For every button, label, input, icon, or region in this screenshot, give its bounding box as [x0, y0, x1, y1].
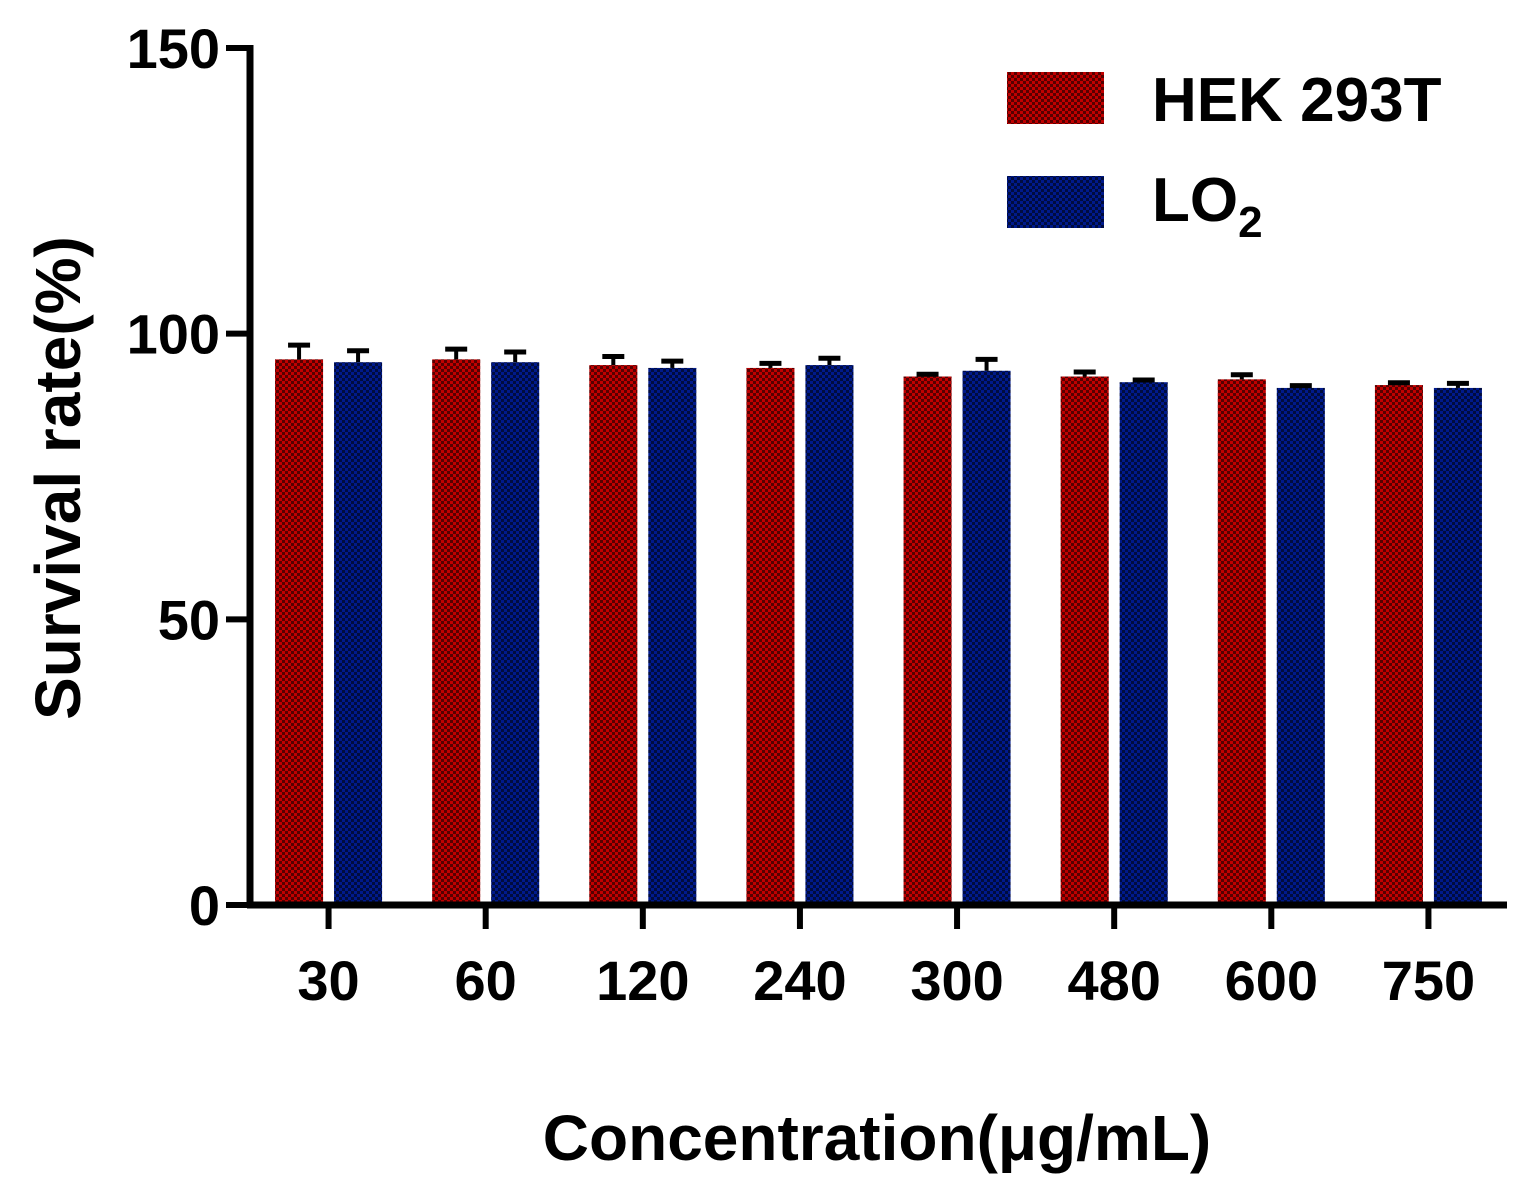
legend-label-lo2-main: LO [1152, 166, 1238, 235]
legend: HEK 293T LO2 [1007, 66, 1442, 247]
axes-layer: 30 60 120 240 300 480 600 750 0 50 100 150 [127, 17, 1507, 1012]
x-axis-label: Concentration(μg/mL) [543, 1102, 1211, 1174]
y-tick-label-0: 0 [189, 874, 220, 937]
x-tick-label-120: 120 [596, 949, 689, 1012]
bars-layer [275, 342, 1482, 906]
y-tick-label-50: 50 [158, 588, 220, 651]
y-tick-label-100: 100 [127, 303, 220, 366]
bar-pattern-hek293t-480 [1060, 376, 1109, 905]
x-tick-label-750: 750 [1382, 949, 1475, 1012]
bar-pattern-lo-750 [1433, 387, 1482, 905]
bar-pattern-lo-30 [334, 362, 383, 905]
bar-pattern-hek293t-600 [1217, 379, 1266, 906]
x-tick-label-60: 60 [455, 949, 517, 1012]
bar-pattern-lo-120 [648, 367, 697, 905]
legend-item-hek293t: HEK 293T [1007, 66, 1442, 135]
bar-pattern-lo-240 [805, 365, 854, 906]
x-tick-label-480: 480 [1067, 949, 1160, 1012]
bar-pattern-lo-480 [1119, 382, 1168, 906]
bar-pattern-lo-300 [962, 370, 1011, 905]
x-tick-label-300: 300 [910, 949, 1003, 1012]
bar-pattern-hek293t-300 [903, 376, 952, 905]
y-axis-label: Survival rate(%) [22, 236, 94, 720]
bar-pattern-lo-60 [491, 362, 540, 905]
x-tick-label-30: 30 [297, 949, 359, 1012]
bar-pattern-hek293t-240 [746, 367, 795, 905]
legend-label-lo2-subscript: 2 [1238, 198, 1262, 247]
legend-label-lo2: LO2 [1152, 166, 1263, 247]
x-tick-label-240: 240 [753, 949, 846, 1012]
bar-pattern-hek293t-30 [275, 359, 324, 905]
y-tick-label-150: 150 [127, 17, 220, 80]
legend-item-lo2: LO2 [1007, 166, 1263, 247]
bar-pattern-hek293t-60 [432, 359, 481, 905]
bar-pattern-lo-600 [1276, 387, 1325, 905]
bar-pattern-hek293t-750 [1374, 385, 1423, 905]
legend-label-hek293t: HEK 293T [1152, 66, 1442, 135]
x-tick-label-600: 600 [1225, 949, 1318, 1012]
bar-pattern-hek293t-120 [589, 365, 638, 906]
